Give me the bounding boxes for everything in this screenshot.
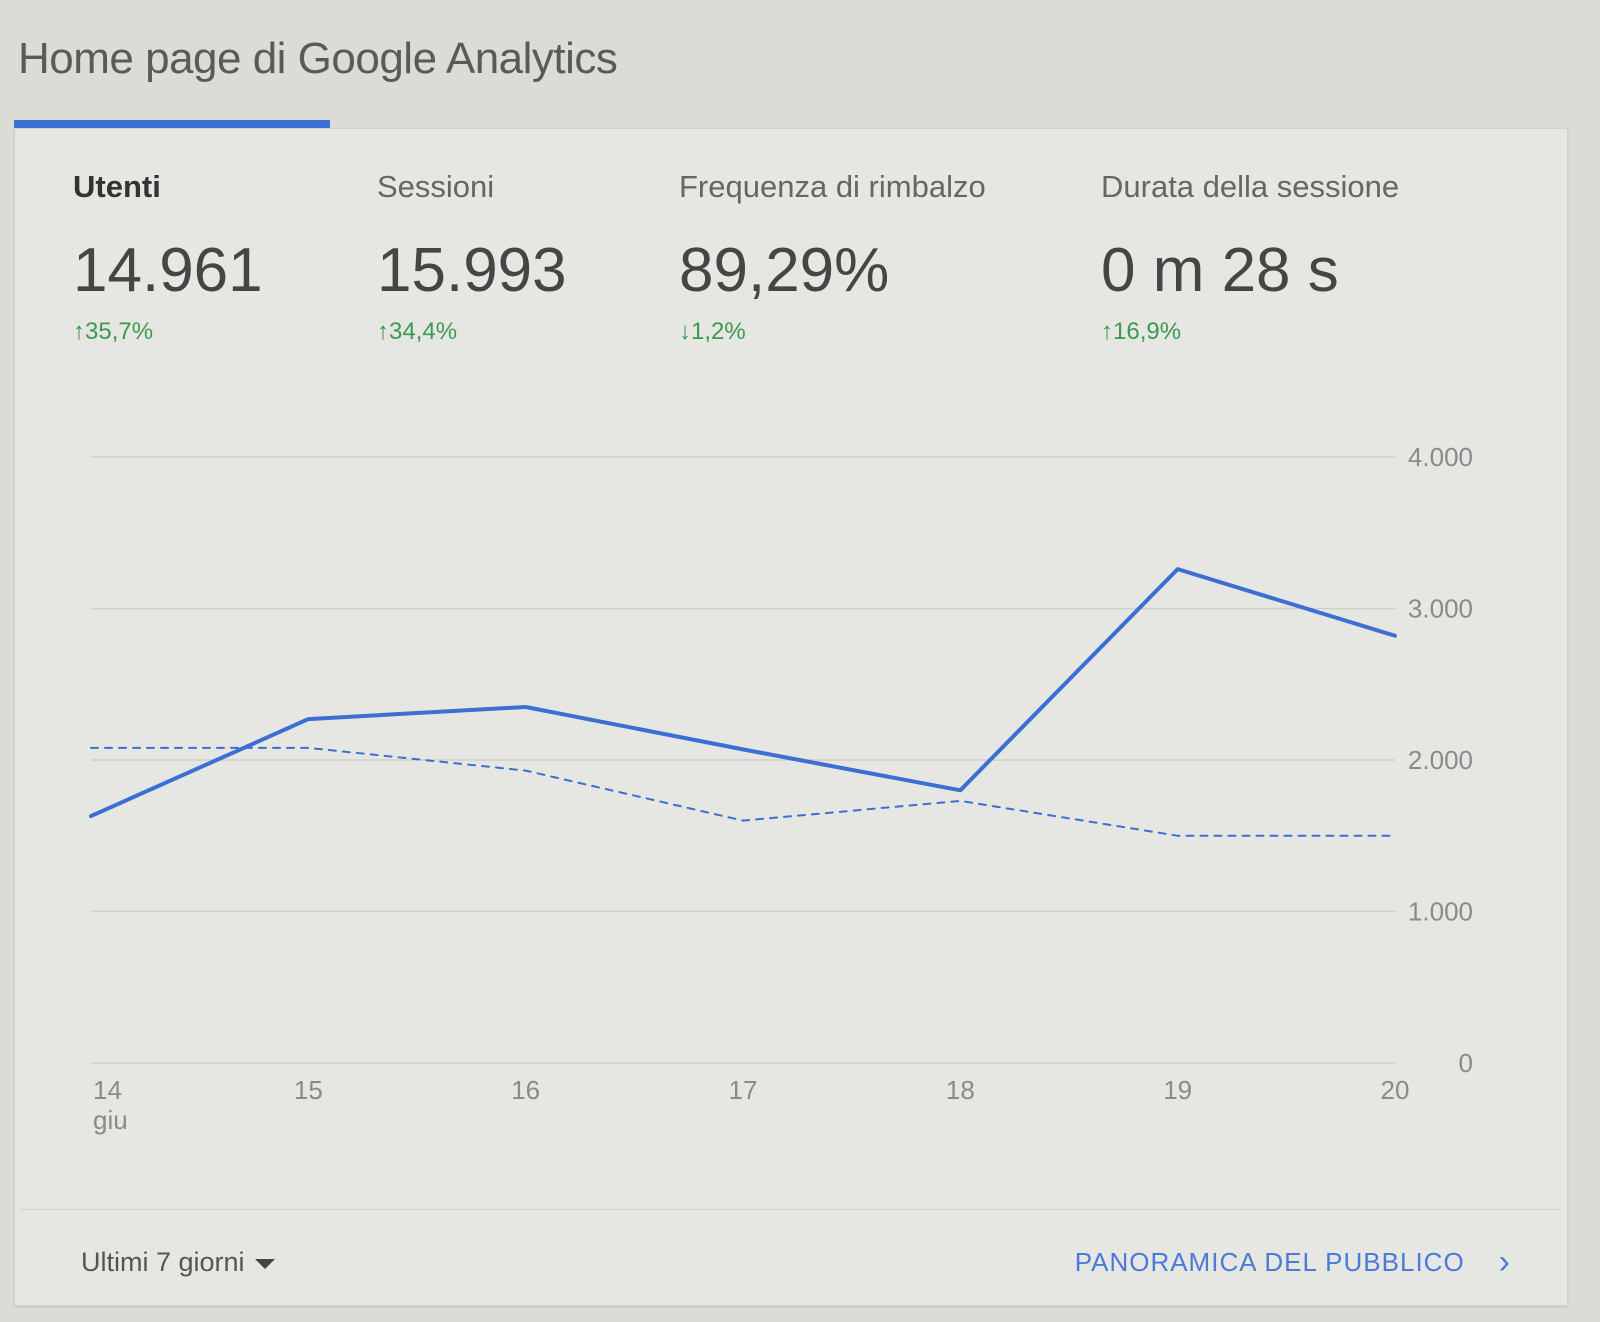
metric-change: ↑35,7%	[73, 318, 263, 346]
y-tick-label: 2.000	[1408, 745, 1473, 775]
arrow-up-icon: ↑	[377, 318, 389, 345]
metric-value: 15.993	[377, 236, 567, 305]
metric-change: ↑16,9%	[1101, 318, 1399, 346]
x-tick-sublabel: giu	[93, 1105, 128, 1135]
metric-label: Utenti	[73, 169, 161, 204]
x-tick-label: 18	[946, 1075, 975, 1105]
metric-change: ↓1,2%	[679, 318, 986, 346]
x-tick-label: 14	[93, 1075, 122, 1105]
y-tick-label: 4.000	[1408, 442, 1473, 472]
arrow-up-icon: ↑	[1101, 318, 1113, 345]
metric-change-value: 1,2%	[691, 318, 746, 345]
date-range-label: Ultimi 7 giorni	[81, 1247, 245, 1277]
metric-label: Durata della sessione	[1101, 169, 1400, 204]
metric-sessions[interactable]: Sessioni 15.993 ↑34,4%	[377, 169, 567, 346]
metric-value: 14.961	[73, 236, 263, 305]
metric-users[interactable]: Utenti 14.961 ↑35,7%	[73, 169, 263, 346]
x-tick-label: 15	[294, 1075, 323, 1105]
metric-session-duration[interactable]: Durata della sessione 0 m 28 s ↑16,9%	[1101, 169, 1399, 346]
metric-bounce-rate[interactable]: Frequenza di rimbalzo 89,29% ↓1,2%	[679, 169, 986, 346]
comparison-series-line	[90, 746, 1396, 837]
title-underline	[14, 120, 330, 128]
date-range-dropdown[interactable]: Ultimi 7 giorni	[81, 1247, 275, 1278]
y-tick-label: 1.000	[1408, 897, 1473, 927]
metric-change-value: 35,7%	[85, 318, 154, 345]
audience-link-label: PANORAMICA DEL PUBBLICO	[1074, 1247, 1465, 1277]
analytics-card: Utenti 14.961 ↑35,7% Sessioni 15.993 ↑34…	[14, 128, 1568, 1306]
y-tick-label: 0	[1459, 1048, 1473, 1078]
arrow-down-icon: ↓	[679, 318, 691, 345]
metric-value: 89,29%	[679, 236, 890, 305]
users-line-chart: 4.000 3.000 2.000 1.000 0 14 15 16 17 18 19 20 giu	[89, 442, 1473, 1135]
metric-change: ↑34,4%	[377, 318, 567, 346]
x-tick-label: 20	[1381, 1075, 1410, 1105]
users-series-line	[89, 567, 1397, 819]
y-tick-label: 3.000	[1408, 594, 1473, 624]
metric-label: Frequenza di rimbalzo	[679, 169, 986, 204]
metric-label: Sessioni	[377, 169, 495, 204]
x-tick-label: 16	[511, 1075, 540, 1105]
page-title: Home page di Google Analytics	[18, 34, 618, 83]
footer-divider	[21, 1209, 1561, 1210]
arrow-up-icon: ↑	[73, 318, 85, 345]
audience-overview-link[interactable]: PANORAMICA DEL PUBBLICO ›	[1074, 1243, 1511, 1281]
metric-value: 0 m 28 s	[1101, 236, 1339, 305]
x-tick-label: 17	[729, 1075, 758, 1105]
caret-down-icon	[254, 1258, 275, 1269]
chevron-right-icon: ›	[1498, 1243, 1511, 1281]
x-tick-label: 19	[1163, 1075, 1192, 1105]
metric-change-value: 34,4%	[389, 318, 458, 345]
metric-change-value: 16,9%	[1113, 318, 1182, 345]
